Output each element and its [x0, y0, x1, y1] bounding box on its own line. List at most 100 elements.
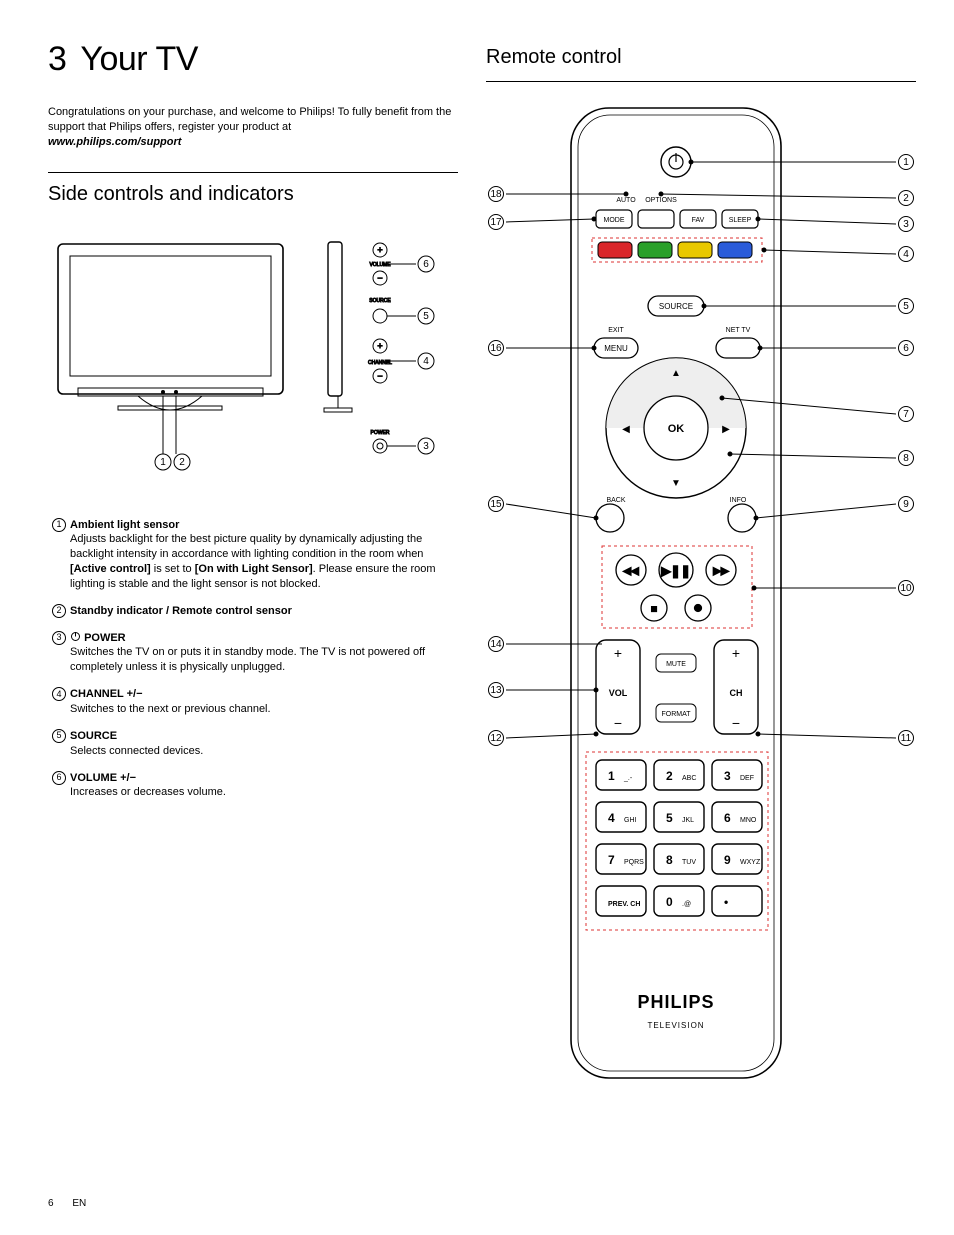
callout-3: 3 — [898, 216, 914, 232]
svg-text:5: 5 — [423, 311, 429, 322]
svg-text:WXYZ: WXYZ — [740, 859, 761, 866]
svg-text:4: 4 — [608, 811, 615, 825]
page-footer: 6 EN — [48, 1198, 86, 1209]
svg-text:▶❚❚: ▶❚❚ — [661, 564, 690, 578]
svg-text:◀◀: ◀◀ — [623, 566, 639, 577]
svg-text:+: + — [732, 645, 740, 661]
svg-text:▶: ▶ — [722, 424, 730, 435]
svg-text:PQRS: PQRS — [624, 859, 644, 866]
svg-text:AUTO: AUTO — [616, 197, 636, 204]
svg-text:6: 6 — [423, 259, 429, 270]
svg-text:−: − — [614, 715, 622, 731]
list-item: 6 VOLUME +/−Increases or decreases volum… — [48, 771, 458, 801]
intro-url: www.philips.com/support — [48, 136, 181, 148]
svg-text:SLEEP: SLEEP — [729, 217, 752, 224]
svg-text:SOURCE: SOURCE — [659, 302, 693, 311]
svg-text:8: 8 — [666, 853, 673, 867]
divider — [48, 172, 458, 173]
svg-text:POWER: POWER — [371, 430, 390, 436]
callout-14: 14 — [488, 636, 504, 652]
svg-text:3: 3 — [724, 769, 731, 783]
svg-text:TUV: TUV — [682, 859, 696, 866]
svg-text:PHILIPS: PHILIPS — [637, 992, 714, 1012]
callout-15: 15 — [488, 496, 504, 512]
callout-8: 8 — [898, 450, 914, 466]
svg-text:1: 1 — [160, 457, 166, 468]
svg-text:FORMAT: FORMAT — [661, 711, 691, 718]
svg-text:JKL: JKL — [682, 817, 694, 824]
callout-16: 16 — [488, 340, 504, 356]
divider — [486, 81, 916, 82]
svg-text:0: 0 — [666, 895, 673, 909]
list-item: 1 Ambient light sensor Adjusts backlight… — [48, 518, 458, 592]
svg-text:1: 1 — [608, 769, 615, 783]
page-number: 6 — [48, 1198, 54, 1209]
list-item: 5 SOURCESelects connected devices. — [48, 729, 458, 759]
svg-text:ABC: ABC — [682, 775, 696, 782]
svg-text:OPTIONS: OPTIONS — [645, 197, 677, 204]
svg-text:MODE: MODE — [604, 217, 625, 224]
list-item: 3 POWER Switches the TV on or puts it in… — [48, 631, 458, 676]
svg-text:3: 3 — [423, 441, 429, 452]
svg-text:2: 2 — [666, 769, 673, 783]
callout-11: 11 — [898, 730, 914, 746]
remote-heading: Remote control — [486, 46, 916, 69]
svg-text:VOL: VOL — [609, 688, 628, 698]
intro-text: Congratulations on your purchase, and we… — [48, 106, 451, 133]
svg-text:INFO: INFO — [730, 497, 747, 504]
svg-text:DEF: DEF — [740, 775, 754, 782]
svg-text:PREV. CH: PREV. CH — [608, 901, 640, 908]
svg-text:OK: OK — [668, 423, 685, 435]
chapter-title: Your TV — [80, 40, 197, 78]
svg-text:−: − — [732, 715, 740, 731]
svg-text:◀: ◀ — [622, 424, 630, 435]
svg-text:▼: ▼ — [671, 478, 681, 489]
side-controls-heading: Side controls and indicators — [48, 183, 458, 206]
list-item: 2 Standby indicator / Remote control sen… — [48, 604, 458, 619]
svg-text:■: ■ — [651, 604, 657, 615]
svg-text:2: 2 — [179, 457, 185, 468]
svg-text:_.-: _.- — [623, 775, 633, 782]
svg-text:5: 5 — [666, 811, 673, 825]
svg-text:NET TV: NET TV — [726, 327, 751, 334]
callout-17: 17 — [488, 214, 504, 230]
svg-text:+: + — [377, 245, 382, 255]
svg-text:▲: ▲ — [671, 368, 681, 379]
callout-2: 2 — [898, 190, 914, 206]
callout-12: 12 — [488, 730, 504, 746]
side-controls-list: 1 Ambient light sensor Adjusts backlight… — [48, 518, 458, 801]
svg-text:MNO: MNO — [740, 817, 757, 824]
callout-4: 4 — [898, 246, 914, 262]
svg-text:CH: CH — [730, 688, 743, 698]
svg-text:BACK: BACK — [606, 497, 625, 504]
svg-text:TELEVISION: TELEVISION — [647, 1021, 704, 1030]
tv-diagram: + VOLUME − SOURCE + CHANNEL − POWER — [48, 224, 448, 494]
svg-text:+: + — [377, 341, 382, 351]
svg-text:MENU: MENU — [604, 344, 628, 353]
callout-1: 1 — [898, 154, 914, 170]
callout-13: 13 — [488, 682, 504, 698]
svg-text:GHI: GHI — [624, 817, 637, 824]
chapter-number: 3 — [48, 40, 66, 78]
svg-text:MUTE: MUTE — [666, 661, 686, 668]
page-lang: EN — [72, 1198, 86, 1209]
callout-10: 10 — [898, 580, 914, 596]
svg-text:7: 7 — [608, 853, 615, 867]
svg-text:EXIT: EXIT — [608, 327, 624, 334]
svg-text:4: 4 — [423, 356, 429, 367]
callout-18: 18 — [488, 186, 504, 202]
svg-text:−: − — [377, 273, 382, 283]
callout-9: 9 — [898, 496, 914, 512]
svg-text:FAV: FAV — [692, 217, 705, 224]
svg-text:9: 9 — [724, 853, 731, 867]
callout-7: 7 — [898, 406, 914, 422]
svg-text:▶▶: ▶▶ — [713, 566, 729, 577]
intro-paragraph: Congratulations on your purchase, and we… — [48, 105, 458, 150]
svg-text:6: 6 — [724, 811, 731, 825]
svg-text:+: + — [614, 645, 622, 661]
callout-5: 5 — [898, 298, 914, 314]
svg-text:SOURCE: SOURCE — [369, 298, 391, 304]
list-item: 4 CHANNEL +/−Switches to the next or pre… — [48, 687, 458, 717]
chapter-heading: 3 Your TV — [48, 40, 458, 79]
remote-diagram: AUTO OPTIONS MODE FAV SLEEP — [486, 98, 916, 1128]
